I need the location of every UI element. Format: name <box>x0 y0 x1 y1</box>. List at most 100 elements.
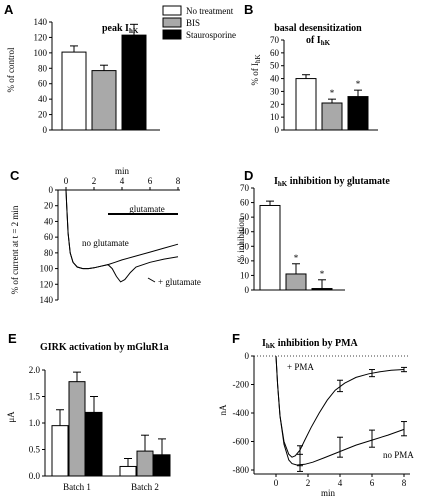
chart-f-ytick-label: -400 <box>233 408 250 418</box>
chart-d-ytick-label: 10 <box>240 270 250 280</box>
chart-a-legend: No treatment BIS Staurosporine <box>162 5 236 40</box>
chart-c-ytick-label: 60 <box>44 232 54 242</box>
chart-e-ylabel: μA <box>6 411 16 423</box>
chart-c-xtick-label: 6 <box>148 176 153 186</box>
chart-c-annotation-glutamate: + glutamate <box>158 277 201 287</box>
chart-f-xtick-label: 0 <box>274 478 279 488</box>
chart-b-ytick-label: 40 <box>270 74 280 84</box>
chart-a-ylabel: % of control <box>6 47 16 92</box>
chart-d-ytick-label: 30 <box>240 241 250 251</box>
chart-a-bar-1 <box>91 70 117 131</box>
chart-b-bar-1 <box>321 102 343 131</box>
chart-b-bar-0 <box>295 78 317 131</box>
chart-c-annotation-no-glutamate: no glutamate <box>82 238 129 248</box>
chart-a-legend-label-2: Staurosporine <box>186 30 236 40</box>
panel-letter-a: A <box>4 2 14 17</box>
chart-e-ytick-label: 1.0 <box>29 418 41 428</box>
chart-c: min % of current at t = 2 min glutamate … <box>10 166 201 305</box>
chart-d-bar-0 <box>259 204 281 291</box>
chart-b-ytick-label: 50 <box>270 61 280 71</box>
chart-a-ytick-label: 100 <box>34 48 48 58</box>
chart-a-ytick-label: 120 <box>34 32 48 42</box>
chart-a-bar-2 <box>121 34 147 131</box>
chart-c-series-0 <box>65 189 179 270</box>
chart-c-xtick-label: 2 <box>92 176 97 186</box>
chart-f-xtick-label: 4 <box>338 478 343 488</box>
chart-b-title: basal desensitization <box>274 23 362 34</box>
chart-d-ytick-label: 0 <box>245 285 250 295</box>
chart-f-ytick-label: -800 <box>233 465 250 475</box>
chart-f-ylabel: nA <box>218 404 228 416</box>
chart-f-xlabel: min <box>321 488 336 498</box>
chart-e-bar-1-2 <box>153 454 171 477</box>
chart-f-ytick-label: 0 <box>245 351 250 361</box>
chart-e-category-label-1: Batch 2 <box>131 482 159 492</box>
chart-a-ytick-label: 20 <box>38 110 48 120</box>
chart-a-ytick-label: 60 <box>38 79 48 89</box>
chart-e-ytick-label: 0.0 <box>29 471 41 481</box>
chart-f-xtick-label: 6 <box>370 478 375 488</box>
chart-b-ytick-label: 30 <box>270 86 280 96</box>
chart-e-bar-0-2 <box>85 411 103 477</box>
chart-f-ytick-label: -600 <box>233 437 250 447</box>
chart-c-xtick-label: 4 <box>120 176 125 186</box>
chart-c-ytick-label: 0 <box>49 185 54 195</box>
chart-b-ytick-label: 10 <box>270 112 280 122</box>
chart-b-ytick-label: 60 <box>270 48 280 58</box>
chart-c-ytick-label: 80 <box>44 248 54 258</box>
chart-d-bar-2 <box>311 288 333 291</box>
chart-a-legend-label-1: BIS <box>186 18 200 28</box>
chart-a-ytick-label: 80 <box>38 63 48 73</box>
chart-c-ytick-label: 20 <box>44 201 54 211</box>
chart-e-bar-1-1 <box>136 450 154 477</box>
chart-c-ytick-label: 100 <box>40 264 54 274</box>
chart-e-category-label-0: Batch 1 <box>63 482 91 492</box>
chart-c-xlabel: min <box>115 166 130 176</box>
chart-a-ytick-label: 40 <box>38 94 48 104</box>
panel-letter-d: D <box>244 168 253 183</box>
panel-letter-f: F <box>232 331 240 346</box>
chart-e-ytick-label: 0.5 <box>29 445 41 455</box>
chart-c-ylabel: % of current at t = 2 min <box>10 205 20 294</box>
chart-f-annotation-no-pma: no PMA <box>383 450 414 460</box>
chart-f-title: IhK inhibition by PMA <box>262 338 359 350</box>
chart-d-ylabel: % inhibition <box>236 217 246 262</box>
chart-d-ytick-label: 20 <box>240 256 250 266</box>
chart-d-ytick-label: 50 <box>240 212 250 222</box>
chart-d-ytick-label: 40 <box>240 227 250 237</box>
chart-b: basal desensitization of IhK % of IhK 0 1… <box>250 23 378 135</box>
chart-c-series-1 <box>65 189 179 283</box>
chart-e-ytick-label: 1.5 <box>29 392 41 402</box>
chart-e-title: GIRK activation by mGluR1a <box>40 342 169 353</box>
panel-letter-b: B <box>244 2 253 17</box>
chart-e: GIRK activation by mGluR1a μA 0.0 0.5 1.0 1… <box>6 342 171 492</box>
chart-d-bar-1-marker: * <box>294 253 299 263</box>
chart-b-title-line2: of IhK <box>306 35 331 47</box>
chart-d-bar-1 <box>285 273 307 291</box>
chart-f-series-1 <box>275 355 405 466</box>
chart-a: peak IhK % of control No treatmentBISSta… <box>6 5 236 135</box>
chart-c-ytick-label: 40 <box>44 216 54 226</box>
chart-f-xtick-label: 2 <box>306 478 311 488</box>
chart-b-bar-2-marker: * <box>356 79 361 89</box>
chart-b-bar-2 <box>347 96 369 131</box>
chart-b-bar-1-marker: * <box>330 88 335 98</box>
chart-f: IhK inhibition by PMA min nA + PMA no PM… <box>218 338 414 498</box>
chart-a-legend-label-0: No treatment <box>186 6 234 16</box>
chart-e-bar-0-0 <box>51 425 69 477</box>
chart-a-bar-0 <box>61 51 87 131</box>
chart-b-ylabel: % of IhK <box>250 54 262 85</box>
chart-c-xtick-label: 8 <box>176 176 181 186</box>
chart-f-xtick-label: 8 <box>402 478 407 488</box>
chart-d-ytick-label: 60 <box>240 198 250 208</box>
chart-d-title: IhK inhibition by glutamate <box>274 176 390 188</box>
chart-c-ytick-label: 140 <box>40 295 54 305</box>
chart-a-ytick-label: 0 <box>43 125 48 135</box>
chart-a-legend-swatch-1 <box>162 17 182 28</box>
panel-letter-c: C <box>10 168 20 183</box>
chart-c-bar-label: glutamate <box>129 204 165 214</box>
chart-d: IhK inhibition by glutamate % inhibition… <box>236 176 390 295</box>
chart-c-glutamate-pointer <box>147 277 156 283</box>
chart-b-ytick-label: 20 <box>270 99 280 109</box>
